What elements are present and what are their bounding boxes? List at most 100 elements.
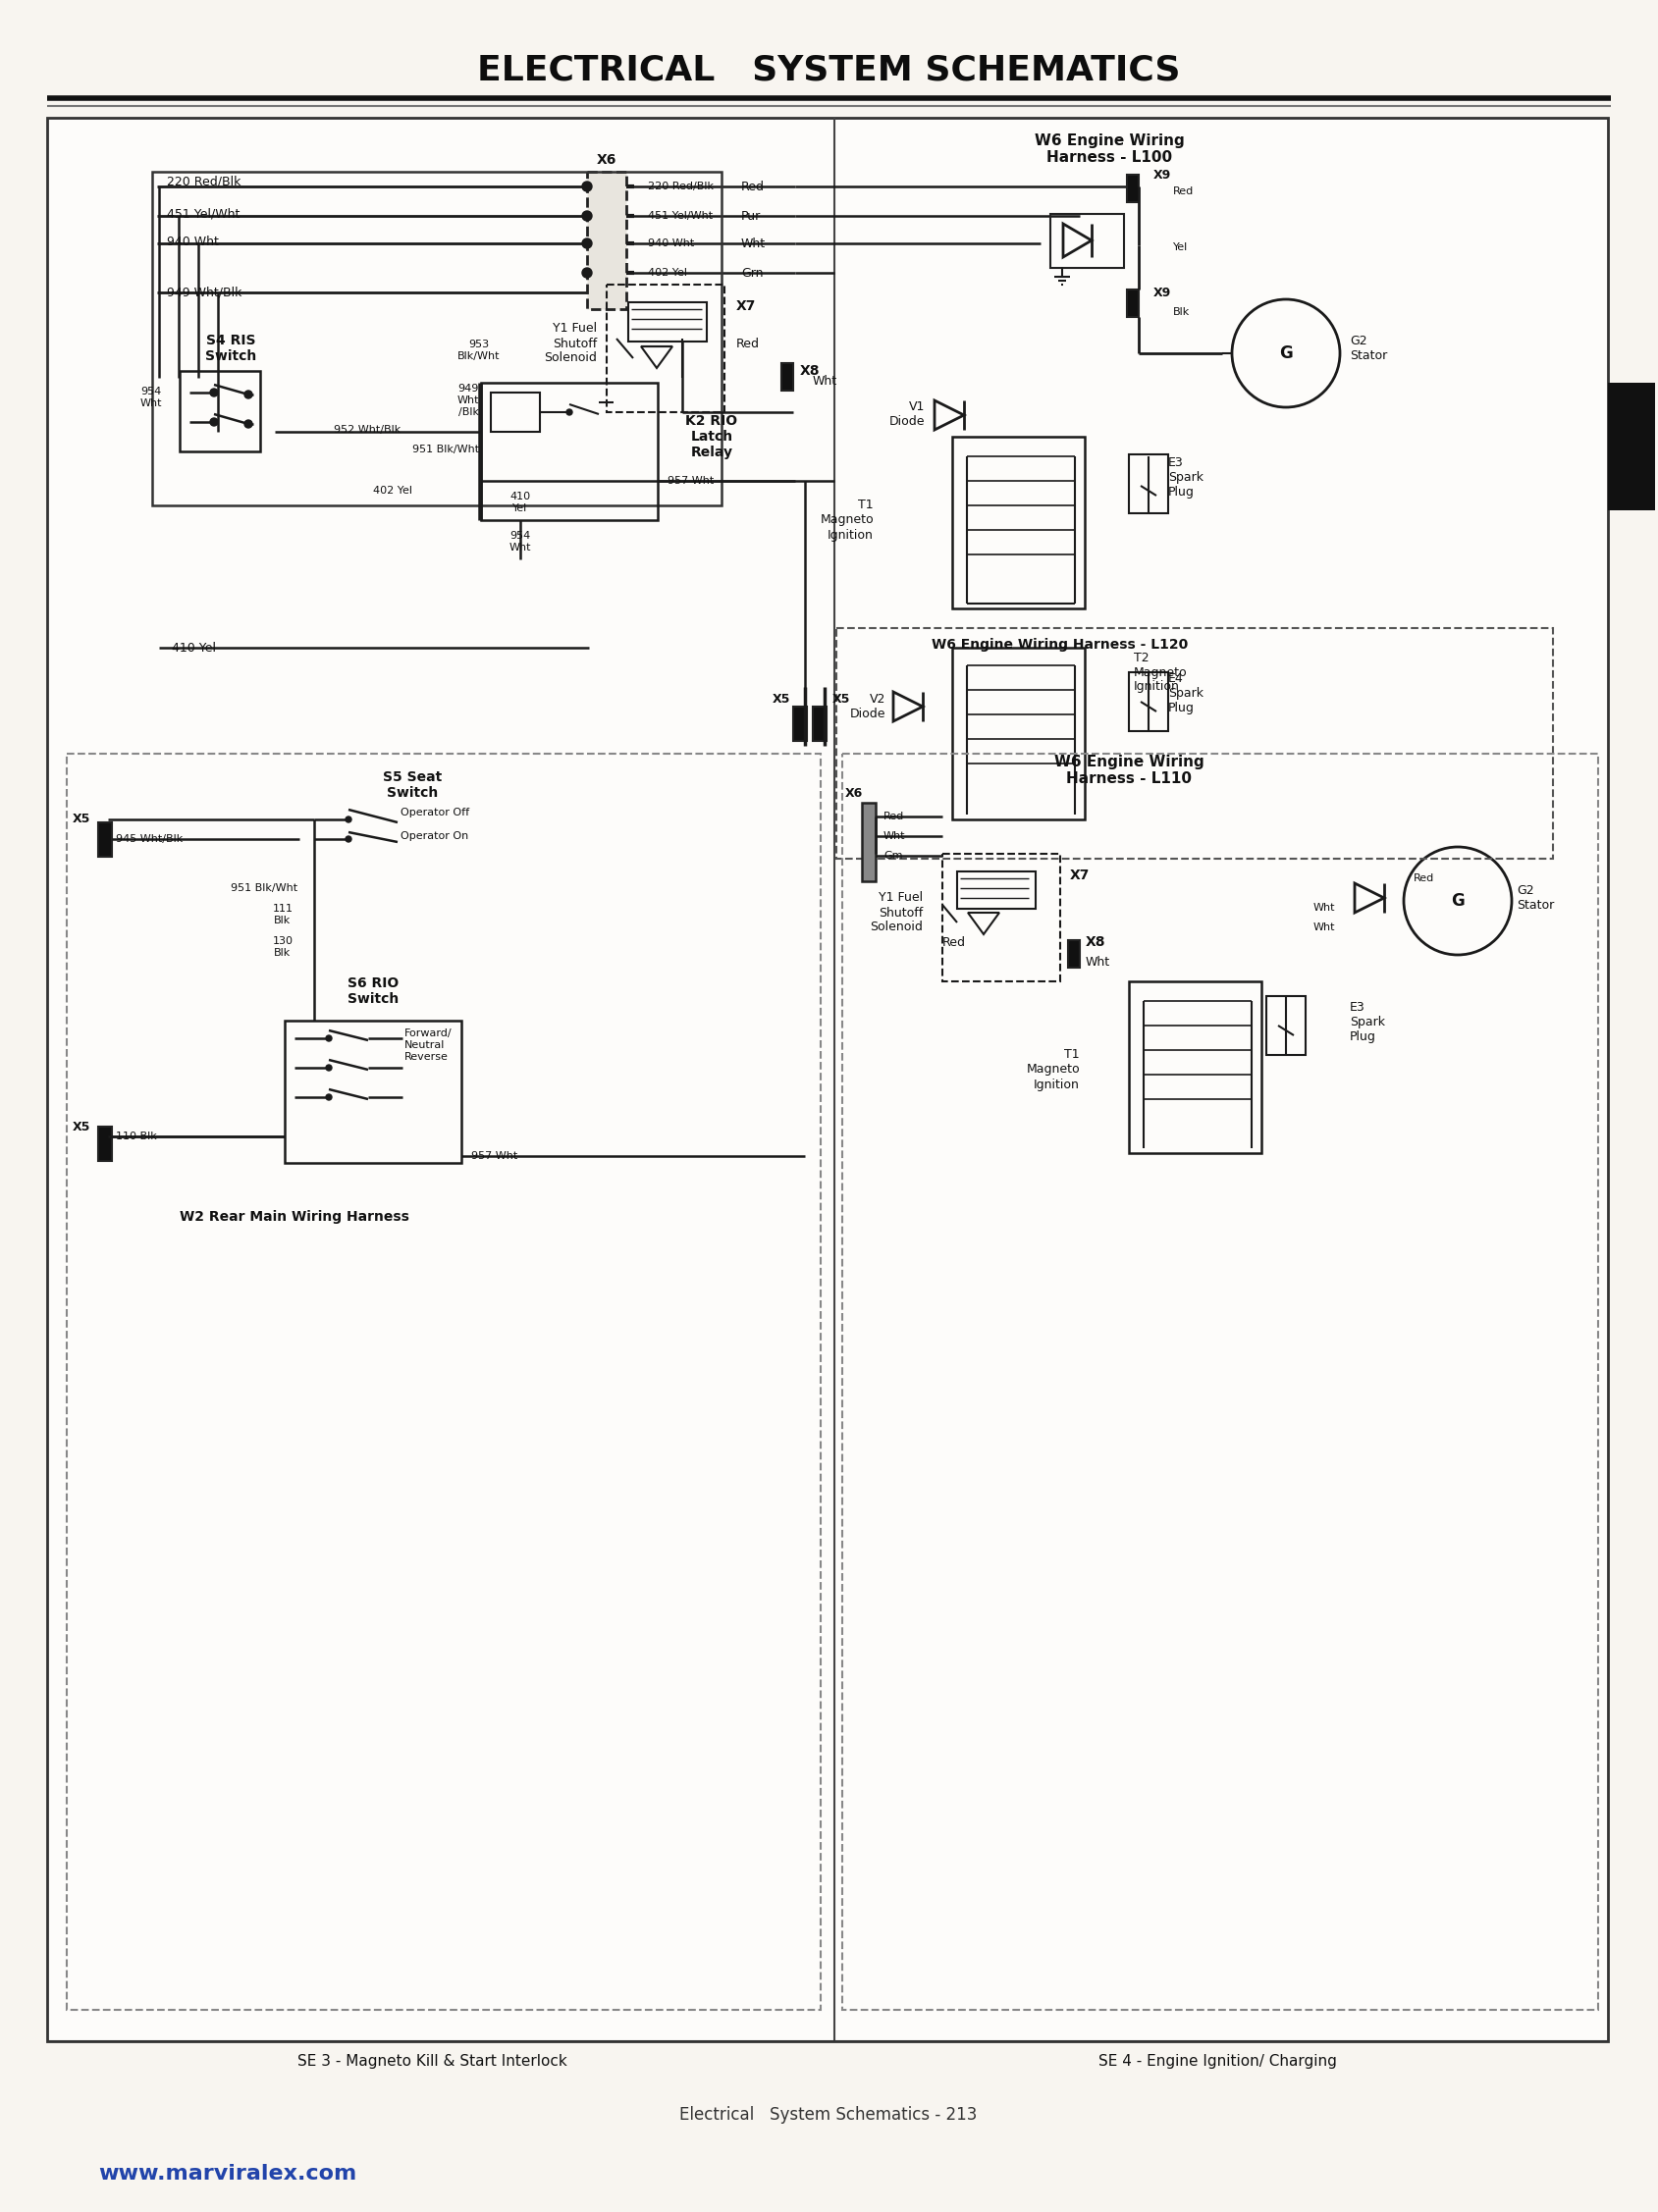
Text: 220 Red/Blk: 220 Red/Blk <box>648 181 713 192</box>
Text: Electrical   System Schematics - 213: Electrical System Schematics - 213 <box>680 2106 978 2124</box>
Text: ELECTRICAL   SYSTEM SCHEMATICS: ELECTRICAL SYSTEM SCHEMATICS <box>478 53 1180 86</box>
Text: 451 Yel/Wht: 451 Yel/Wht <box>648 210 713 221</box>
Text: X9: X9 <box>1154 168 1171 181</box>
Text: Wht: Wht <box>812 374 837 387</box>
Text: Red: Red <box>884 812 904 821</box>
Text: Red: Red <box>1414 874 1434 883</box>
Text: Gm: Gm <box>884 852 902 860</box>
Circle shape <box>567 409 572 416</box>
Text: X5: X5 <box>773 692 791 706</box>
Text: Red: Red <box>942 936 967 949</box>
Text: K2 RIO
Latch
Relay: K2 RIO Latch Relay <box>686 414 738 460</box>
Text: X5: X5 <box>832 692 851 706</box>
Text: 940 Wht: 940 Wht <box>648 239 695 248</box>
Circle shape <box>582 181 592 192</box>
Text: S6 RIO
Switch: S6 RIO Switch <box>348 975 398 1006</box>
Text: E3
Spark
Plug: E3 Spark Plug <box>1350 1002 1384 1044</box>
Text: V2
Diode: V2 Diode <box>849 692 885 721</box>
Text: W6 Engine Wiring
Harness - L100: W6 Engine Wiring Harness - L100 <box>1035 133 1184 166</box>
Text: 451 Yel/Wht: 451 Yel/Wht <box>167 208 240 221</box>
Text: 130
Blk: 130 Blk <box>272 936 293 958</box>
Bar <box>812 706 827 741</box>
Circle shape <box>582 239 592 248</box>
Bar <box>481 383 658 520</box>
Text: 110 Blk: 110 Blk <box>116 1133 158 1141</box>
Text: 957 Wht: 957 Wht <box>668 476 715 487</box>
Text: W2 Rear Main Wiring Harness: W2 Rear Main Wiring Harness <box>179 1210 410 1223</box>
Text: 410 Yel: 410 Yel <box>172 641 216 655</box>
Bar <box>1127 290 1139 316</box>
Text: 949 Wht/Blk: 949 Wht/Blk <box>167 285 242 299</box>
Bar <box>793 706 807 741</box>
Text: X8: X8 <box>1086 936 1106 949</box>
Circle shape <box>211 418 217 427</box>
Bar <box>836 628 1554 858</box>
Text: Grn: Grn <box>741 265 763 279</box>
Bar <box>153 173 721 504</box>
Bar <box>957 872 1036 909</box>
Bar <box>46 117 1608 2042</box>
Text: Wht: Wht <box>1086 956 1111 969</box>
Bar <box>842 754 1598 2011</box>
Bar <box>628 303 706 341</box>
Text: 953
Blk/Wht: 953 Blk/Wht <box>458 341 501 361</box>
Text: S5 Seat
Switch: S5 Seat Switch <box>383 770 443 801</box>
Text: Y1 Fuel
Shutoff
Solenoid: Y1 Fuel Shutoff Solenoid <box>544 323 597 365</box>
Text: X8: X8 <box>801 365 821 378</box>
Bar <box>1608 383 1655 511</box>
Bar <box>1127 175 1139 201</box>
Bar <box>1267 995 1305 1055</box>
Text: Pur: Pur <box>741 210 761 221</box>
Text: S4 RIS
Switch: S4 RIS Switch <box>206 334 257 363</box>
Text: 111
Blk: 111 Blk <box>272 905 293 925</box>
Text: 954
Wht: 954 Wht <box>139 387 162 407</box>
Text: E4
Spark
Plug: E4 Spark Plug <box>1169 672 1204 714</box>
Text: Wht: Wht <box>1313 902 1335 914</box>
Bar <box>1051 215 1124 268</box>
Text: W6 Engine Wiring
Harness - L110: W6 Engine Wiring Harness - L110 <box>1054 754 1204 785</box>
Bar <box>952 436 1084 608</box>
Text: 957 Wht: 957 Wht <box>471 1150 517 1161</box>
Text: Red: Red <box>1174 186 1194 197</box>
Text: Y1 Fuel
Shutoff
Solenoid: Y1 Fuel Shutoff Solenoid <box>870 891 924 933</box>
Text: G2
Stator: G2 Stator <box>1350 334 1388 363</box>
Circle shape <box>345 816 351 823</box>
Circle shape <box>582 210 592 221</box>
Circle shape <box>582 268 592 279</box>
Text: G2
Stator: G2 Stator <box>1517 885 1554 911</box>
Circle shape <box>244 392 252 398</box>
Text: SE 4 - Engine Ignition/ Charging: SE 4 - Engine Ignition/ Charging <box>1098 2053 1336 2068</box>
Text: 402 Yel: 402 Yel <box>373 487 413 495</box>
Text: X9: X9 <box>1154 285 1171 299</box>
Text: Wht: Wht <box>884 832 905 841</box>
Bar <box>607 285 725 411</box>
Bar <box>1129 982 1262 1152</box>
Text: Operator On: Operator On <box>401 832 469 841</box>
Bar <box>1129 453 1169 513</box>
Text: Red: Red <box>736 336 759 349</box>
Bar <box>952 648 1084 818</box>
Bar <box>781 363 793 392</box>
Circle shape <box>327 1035 332 1042</box>
Bar <box>98 823 111 856</box>
Bar <box>179 372 260 451</box>
Text: 220 Red/Blk: 220 Red/Blk <box>167 175 240 188</box>
Bar <box>98 1126 111 1161</box>
Circle shape <box>327 1095 332 1099</box>
Text: X5: X5 <box>73 1119 90 1133</box>
Bar <box>491 392 541 431</box>
Text: G: G <box>1451 891 1464 909</box>
Text: X7: X7 <box>1069 869 1089 883</box>
Text: 951 Blk/Wht: 951 Blk/Wht <box>413 445 479 453</box>
Text: T1
Magneto
Ignition: T1 Magneto Ignition <box>1026 1048 1079 1091</box>
Text: W6 Engine Wiring Harness - L120: W6 Engine Wiring Harness - L120 <box>932 637 1189 653</box>
Bar <box>587 173 627 310</box>
Text: E3
Spark
Plug: E3 Spark Plug <box>1169 456 1204 498</box>
Circle shape <box>211 389 217 396</box>
Text: Blk: Blk <box>1174 307 1190 316</box>
Text: SE 3 - Magneto Kill & Start Interlock: SE 3 - Magneto Kill & Start Interlock <box>297 2053 567 2068</box>
Bar <box>66 754 821 2011</box>
Text: 945 Wht/Blk: 945 Wht/Blk <box>116 834 182 845</box>
Bar <box>1129 672 1169 732</box>
Text: Wht: Wht <box>1313 922 1335 931</box>
